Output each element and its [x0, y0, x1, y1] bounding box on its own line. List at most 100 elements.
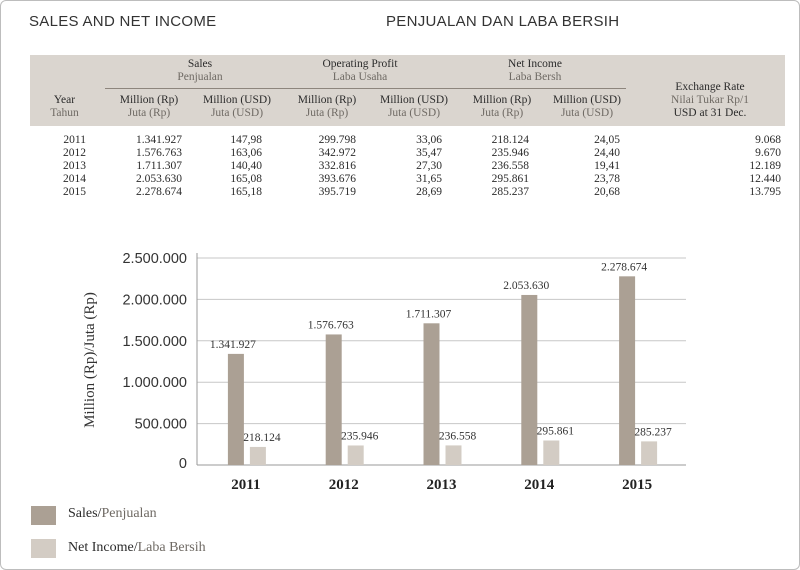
subheader-id: Juta (Rp)	[127, 107, 171, 119]
legend-label-net-income: Net Income/Laba Bersih	[68, 540, 206, 555]
subheader-id: Juta (USD)	[387, 107, 441, 119]
table-cell: 2.053.630	[136, 173, 182, 185]
table-cell: 342.972	[318, 147, 356, 159]
group-sales-id: Penjualan	[177, 71, 223, 83]
table-cell-year: 2013	[63, 160, 86, 172]
y-tick-label: 2.000.000	[122, 292, 187, 308]
group-ni-id: Laba Bersh	[508, 71, 562, 83]
bar-sales-2011	[227, 353, 244, 465]
table-cell: 27,30	[416, 160, 442, 172]
y-tick-label: 0	[179, 456, 187, 472]
table-cell-year: 2012	[63, 147, 86, 159]
table-cell: 332.816	[318, 160, 356, 172]
x-tick-label: 2011	[231, 477, 260, 493]
bar-net-income-2015	[641, 441, 658, 465]
table-cell: 1.711.307	[136, 160, 182, 172]
table-header: Sales Penjualan Operating Profit Laba Us…	[30, 55, 785, 126]
x-tick-label: 2014	[524, 477, 555, 493]
group-underline-ni	[466, 88, 626, 89]
year-header-en: Year	[53, 94, 76, 106]
table-body: 2011 1.341.927 147,98 299.798 33,06 218.124 24…	[30, 126, 785, 210]
table-cell: 23,78	[594, 173, 620, 185]
subheader-en: Million (USD)	[202, 94, 272, 106]
subheader-en: Million (USD)	[379, 94, 449, 106]
data-label-net-income: 285.237	[634, 426, 672, 438]
table-cell: 163,06	[230, 147, 262, 159]
table-cell: 13.795	[749, 186, 781, 198]
table-cell-year: 2015	[63, 186, 86, 198]
table-cell: 12.189	[749, 160, 781, 172]
data-label-sales: 2.053.630	[503, 280, 549, 292]
data-label-net-income: 235.946	[341, 430, 379, 442]
x-tick-label: 2015	[622, 477, 652, 493]
subheader-en: Million (Rp)	[472, 94, 532, 106]
table-cell: 9.068	[755, 134, 781, 146]
table-cell: 12.440	[749, 173, 781, 185]
table-cell: 31,65	[416, 173, 442, 185]
data-label-sales: 1.711.307	[406, 308, 452, 320]
table-cell: 33,06	[416, 134, 442, 146]
subheader-en: Million (Rp)	[297, 94, 357, 106]
legend-swatch-sales	[31, 506, 56, 525]
data-label-sales: 2.278.674	[601, 261, 647, 273]
table-cell: 24,05	[594, 134, 620, 146]
table-cell: 235.946	[491, 147, 529, 159]
bar-net-income-2014	[543, 440, 560, 465]
bar-sales-2013	[423, 323, 440, 465]
data-label-net-income: 295.861	[537, 426, 575, 438]
section-title-id: PENJUALAN DAN LABA BERSIH	[386, 13, 620, 30]
group-op-id: Laba Usaha	[332, 71, 388, 83]
bar-sales-2015	[619, 276, 636, 465]
table-cell: 299.798	[318, 134, 356, 146]
table-cell: 1.341.927	[136, 134, 182, 146]
table-cell: 165,08	[230, 173, 262, 185]
table-cell: 140,40	[230, 160, 262, 172]
bar-net-income-2013	[445, 445, 462, 465]
table-cell: 2.278.674	[136, 186, 182, 198]
x-tick-label: 2012	[329, 477, 359, 493]
group-underline-op	[292, 88, 466, 89]
subheader-en: Million (USD)	[552, 94, 622, 106]
table-cell: 28,69	[416, 186, 442, 198]
data-label-net-income: 218.124	[243, 432, 281, 444]
subheader-id: Juta (USD)	[210, 107, 264, 119]
group-op-en: Operating Profit	[322, 58, 398, 70]
subheader-id: Juta (Rp)	[305, 107, 349, 119]
legend-label-sales: Sales/Penjualan	[68, 506, 157, 521]
table-cell: 147,98	[230, 134, 262, 146]
subheader-id: Juta (Rp)	[480, 107, 524, 119]
legend-swatch-net-income	[31, 539, 56, 558]
table-cell: 24,40	[594, 147, 620, 159]
table-cell: 165,18	[230, 186, 262, 198]
subheader-en: Million (Rp)	[119, 94, 179, 106]
y-tick-label: 500.000	[135, 417, 187, 433]
y-tick-label: 2.500.000	[122, 251, 187, 267]
table-cell: 236.558	[491, 160, 529, 172]
group-sales-en: Sales	[187, 58, 213, 70]
table-cell: 1.576.763	[136, 147, 182, 159]
y-tick-label: 1.000.000	[122, 375, 187, 391]
bar-sales-2014	[521, 294, 538, 465]
exchange-header-en: Exchange Rate	[675, 81, 745, 93]
bar-net-income-2011	[249, 446, 266, 465]
section-title-en: SALES AND NET INCOME	[29, 13, 217, 30]
data-label-sales: 1.576.763	[308, 319, 354, 331]
table-cell: 395.719	[318, 186, 356, 198]
table-cell-year: 2011	[63, 134, 86, 146]
group-underline-sales	[105, 88, 292, 89]
table-cell: 35,47	[416, 147, 442, 159]
data-label-sales: 1.341.927	[210, 339, 256, 351]
subheader-id: Juta (USD)	[560, 107, 614, 119]
table-cell: 218.124	[491, 134, 529, 146]
exchange-header-id: Nilai Tukar Rp/1	[671, 94, 749, 106]
table-cell: 295.861	[491, 173, 529, 185]
x-tick-label: 2013	[427, 477, 457, 493]
bar-net-income-2012	[347, 445, 364, 465]
group-ni-en: Net Income	[508, 58, 562, 70]
exchange-header-extra: USD at 31 Dec.	[673, 107, 747, 119]
table-cell: 20,68	[594, 186, 620, 198]
year-header-id: Tahun	[50, 107, 79, 119]
y-tick-label: 1.500.000	[122, 334, 187, 350]
bar-sales-2012	[325, 334, 342, 465]
